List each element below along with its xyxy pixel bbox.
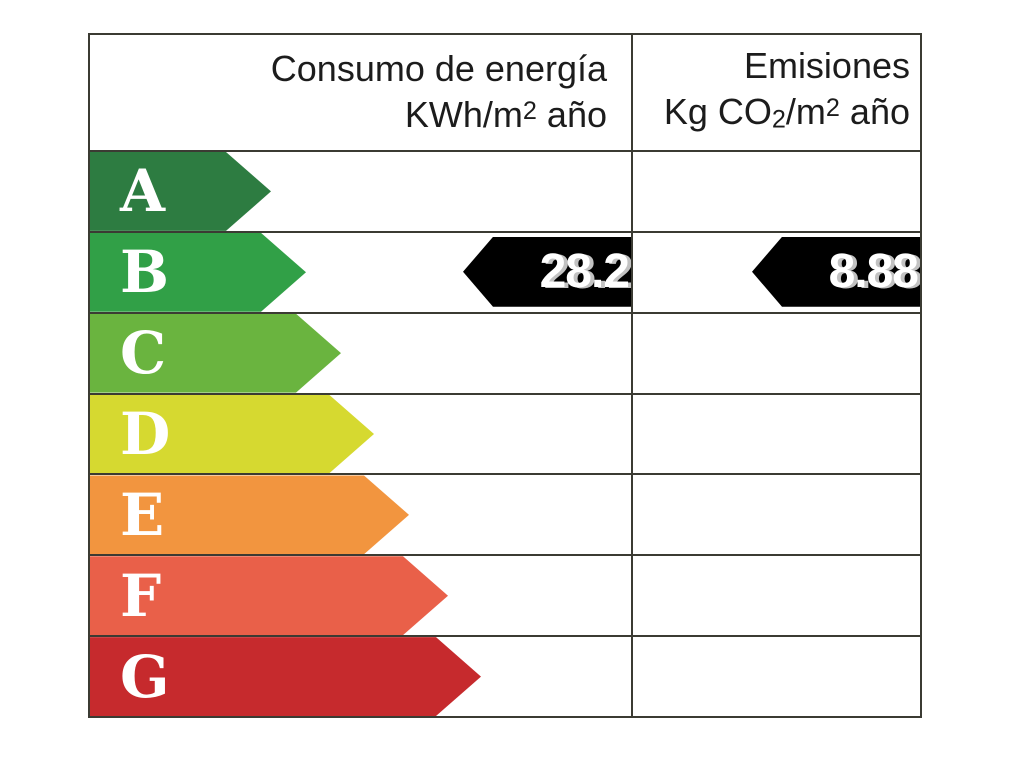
emissions-cell-a [633, 152, 920, 231]
rating-row-d: D [90, 394, 920, 476]
rating-letter-f: F [120, 561, 162, 630]
rating-row-f: F [90, 556, 920, 638]
rating-arrow-a: A [90, 152, 271, 231]
emissions-cell-b: 8.88 [633, 233, 920, 312]
rating-cell-d: D [90, 394, 633, 474]
rating-row-b: B 28.2 8.88 [90, 232, 920, 314]
rating-arrow-g: G [90, 637, 481, 716]
emissions-value: 8.88 [828, 244, 919, 298]
emissions-header-title: Emisiones [743, 44, 910, 86]
rating-cell-e: E [90, 475, 633, 555]
consumption-header-title: Consumo de energía [270, 48, 607, 90]
rating-cell-b: B 28.2 [90, 232, 633, 312]
rating-row-a: A [90, 152, 920, 233]
rating-arrow-b: B [90, 233, 306, 312]
rating-cell-f: F [90, 556, 633, 636]
rating-letter-e: E [120, 480, 165, 549]
consumption-header: Consumo de energía KWh/m2 año [90, 35, 633, 150]
rating-arrow-f: F [90, 556, 448, 635]
rating-letter-b: B [120, 238, 170, 307]
rating-letter-a: A [120, 157, 166, 226]
rating-cell-a: A [90, 152, 633, 231]
rating-row-e: E [90, 475, 920, 557]
emissions-header-unit: Kg CO2/m2 año [663, 90, 910, 134]
rating-letter-d: D [120, 400, 171, 468]
emissions-value-arrow: 8.88 [752, 236, 920, 307]
rating-cell-g: G [90, 637, 633, 717]
consumption-header-unit: KWh/m2 año [404, 94, 607, 136]
rating-cell-c: C [90, 313, 633, 393]
emissions-cell-e [633, 475, 920, 554]
rating-arrow-e: E [90, 475, 409, 554]
consumption-value-arrow: 28.2 [463, 236, 631, 307]
rating-arrow-c: C [90, 314, 341, 393]
rating-row-g: G [90, 637, 920, 717]
emissions-cell-f [633, 556, 920, 635]
rating-letter-g: G [120, 642, 170, 711]
rating-letter-c: C [120, 319, 167, 388]
emissions-cell-d [633, 395, 920, 474]
emissions-cell-g [633, 637, 920, 716]
consumption-value: 28.2 [539, 244, 630, 298]
rating-arrow-d: D [90, 395, 374, 474]
emissions-header: Emisiones Kg CO2/m2 año [633, 35, 920, 150]
emissions-cell-c [633, 314, 920, 393]
rating-row-c: C [90, 313, 920, 395]
rating-table: Consumo de energía KWh/m2 año Emisiones … [88, 33, 922, 718]
header-row: Consumo de energía KWh/m2 año Emisiones … [90, 35, 920, 152]
